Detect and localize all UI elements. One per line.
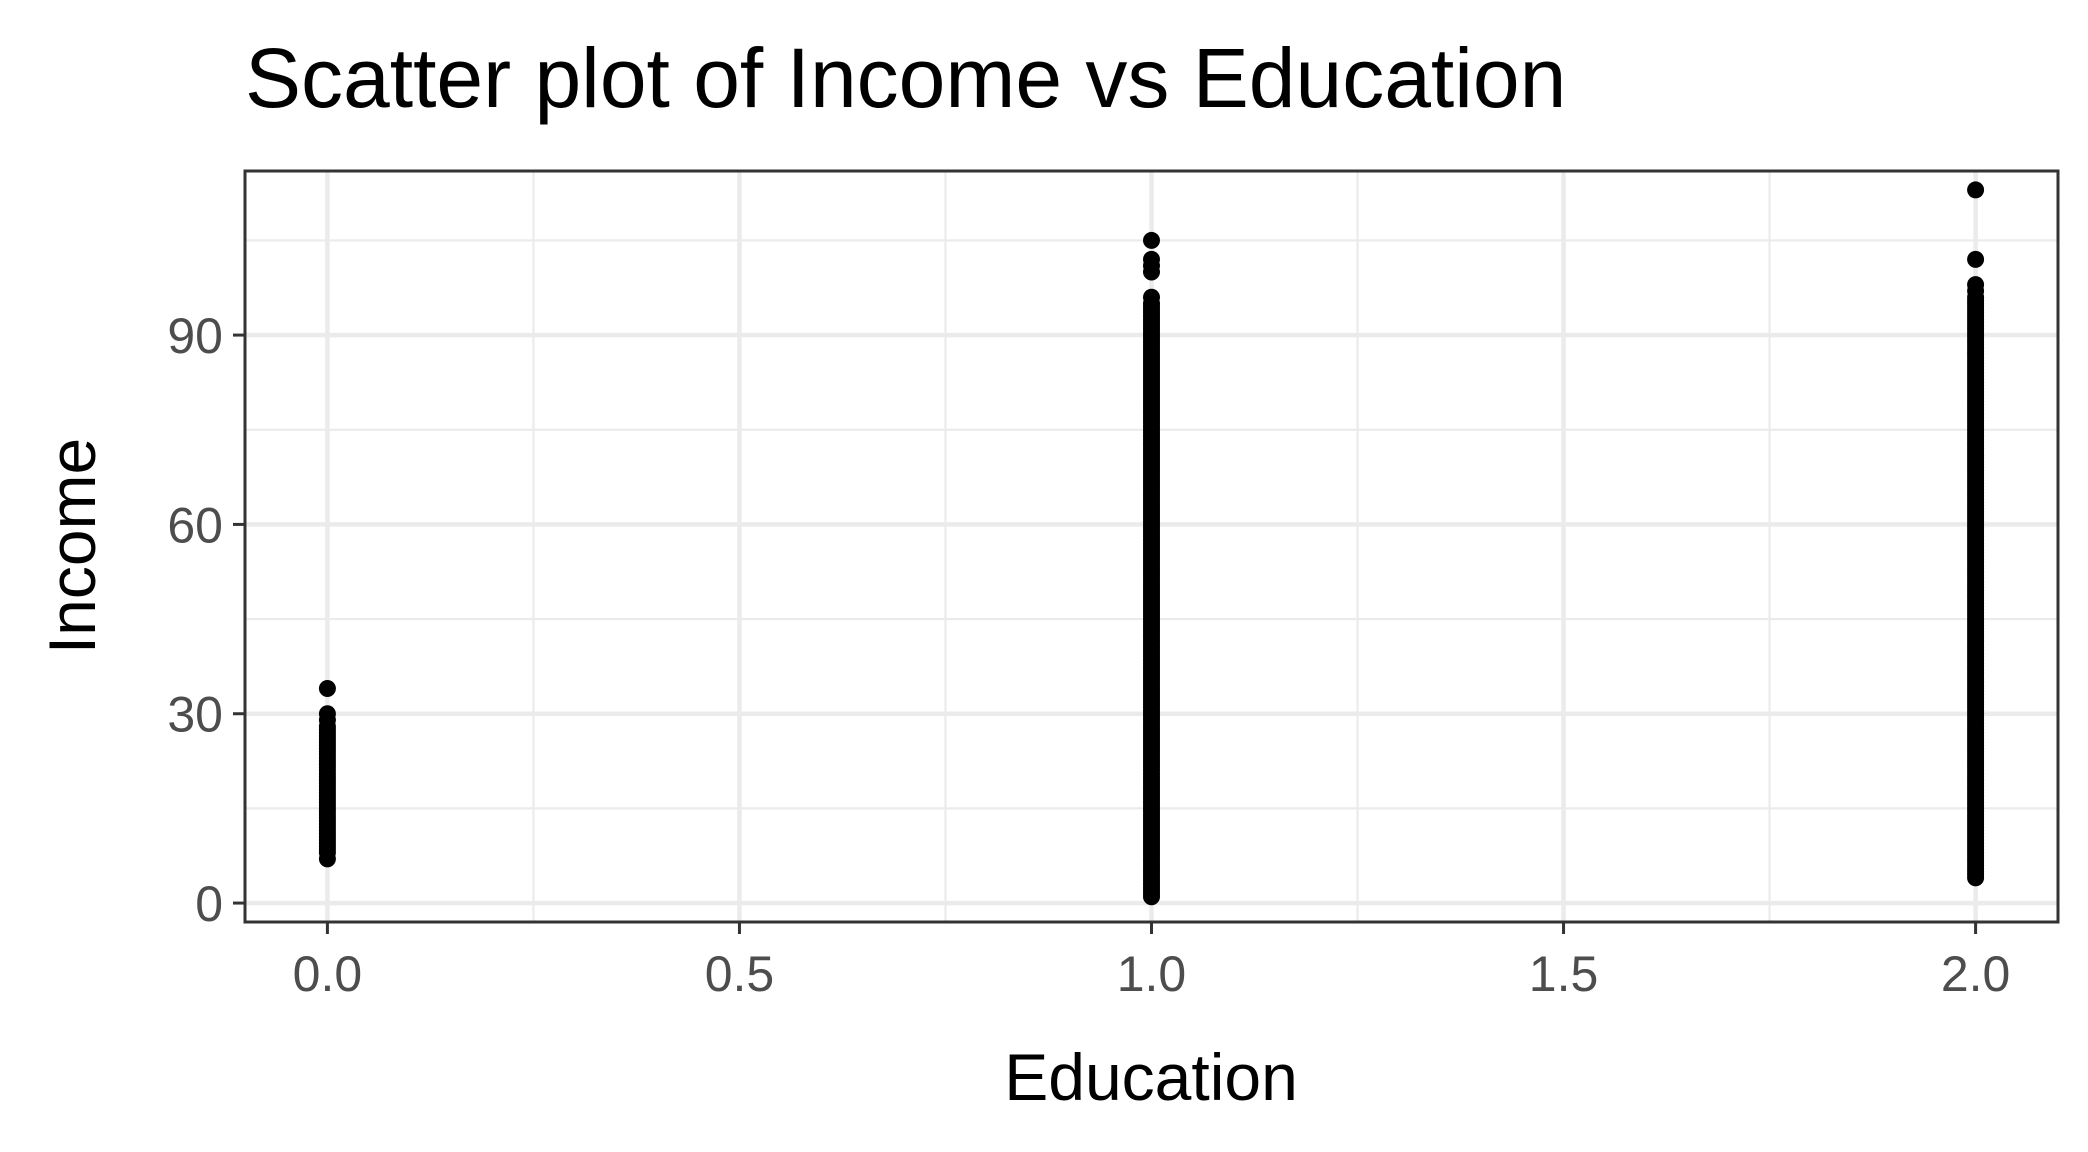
y-tick-label: 30 [167,687,223,743]
y-tick-label: 60 [167,497,223,553]
data-point [318,850,336,868]
data-point [1143,288,1160,306]
x-tick-label: 1.5 [1529,946,1599,1002]
x-tick-label: 0.5 [705,946,775,1002]
x-tick-label: 2.0 [1941,946,2011,1002]
data-point [318,679,336,697]
y-tick-label: 90 [167,308,223,364]
chart-title: Scatter plot of Income vs Education [245,31,1566,125]
plot-panel [243,169,2060,924]
y-tick-label: 0 [195,876,223,932]
x-axis-title: Education [1004,1040,1298,1114]
x-tick-label: 0.0 [293,946,363,1002]
data-point [1967,181,1985,199]
data-points [318,181,1985,906]
data-point [1967,276,1985,294]
data-point [1143,250,1160,268]
axis-tick-labels: 0.0 0.5 1.0 1.5 2.0 0 30 60 90 [167,308,2010,1002]
y-axis-title: Income [35,438,109,654]
axis-ticks [233,333,1978,934]
data-point [318,705,336,723]
x-tick-label: 1.0 [1117,946,1187,1002]
data-point [1967,250,1985,268]
data-point [1143,231,1160,249]
